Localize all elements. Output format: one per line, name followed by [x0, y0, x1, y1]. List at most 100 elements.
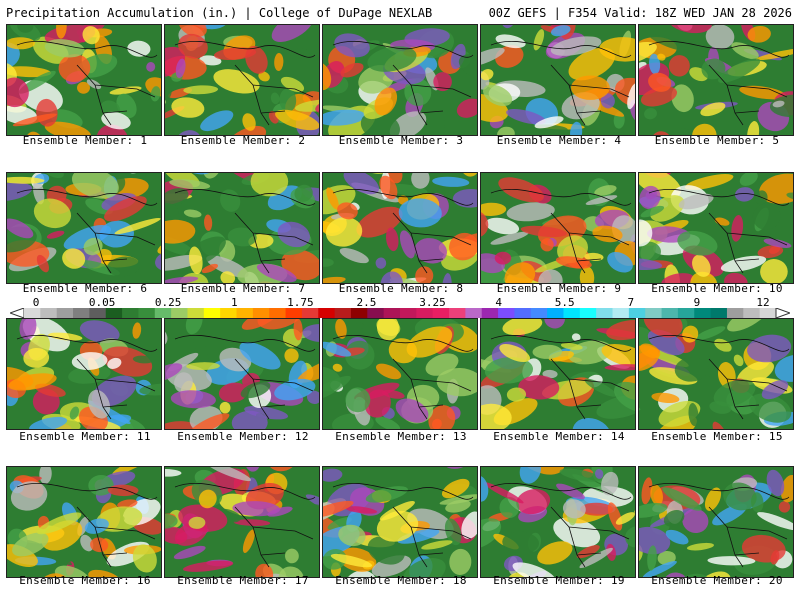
legend-swatch [612, 308, 630, 318]
precip-map [7, 173, 161, 283]
precip-map [481, 467, 635, 577]
legend-swatch [498, 308, 515, 318]
legend-swatch [105, 308, 123, 318]
legend-swatch [236, 308, 254, 318]
coastline-lines [16, 40, 158, 126]
precip-map [639, 467, 793, 577]
legend-swatch [465, 308, 483, 318]
legend-swatch [432, 308, 450, 318]
coastline-lines [332, 482, 474, 568]
map-panel [6, 24, 162, 136]
legend-swatch [710, 308, 728, 318]
coastline-lines [490, 40, 632, 126]
map-panel [322, 466, 478, 578]
map-panel [164, 24, 320, 136]
legend-swatch [449, 308, 466, 318]
coastline-lines [174, 40, 316, 126]
ensemble-member-label: Ensemble Member: 6 [22, 282, 148, 295]
legend-tick-label: 0.25 [154, 296, 182, 309]
map-panel [6, 172, 162, 284]
coastline-lines [174, 482, 316, 568]
ensemble-member-label: Ensemble Member: 16 [19, 574, 151, 587]
coastline-lines [648, 40, 790, 126]
legend-swatch [334, 308, 352, 318]
precip-map [165, 467, 319, 577]
precip-map [639, 25, 793, 135]
precip-map [481, 25, 635, 135]
ensemble-member-label: Ensemble Member: 10 [651, 282, 783, 295]
map-panel [322, 318, 478, 430]
ensemble-member-label: Ensemble Member: 2 [180, 134, 306, 147]
ensemble-member-label: Ensemble Member: 4 [496, 134, 622, 147]
legend-swatch [301, 308, 319, 318]
legend-swatch [661, 308, 679, 318]
legend-swatch [318, 308, 336, 318]
map-panel [164, 318, 320, 430]
precip-map [481, 173, 635, 283]
ensemble-member-label: Ensemble Member: 12 [177, 430, 309, 443]
precip-map [323, 25, 477, 135]
precip-map [165, 173, 319, 283]
ensemble-member-label: Ensemble Member: 14 [493, 430, 625, 443]
precip-map [323, 467, 477, 577]
precip-map [7, 467, 161, 577]
legend-swatch [596, 308, 614, 318]
legend-swatch [187, 308, 205, 318]
legend-tick-label: 9 [693, 296, 701, 309]
legend-tick-label: 1.75 [287, 296, 314, 309]
coastline-lines [332, 334, 474, 420]
ensemble-member-label: Ensemble Member: 3 [338, 134, 464, 147]
legend-swatch [367, 308, 385, 318]
coastline-lines [648, 188, 790, 274]
legend-swatch [677, 308, 695, 318]
map-panel [6, 318, 162, 430]
legend-swatch [579, 308, 597, 318]
legend-swatch [743, 308, 761, 318]
coastline-lines [16, 334, 158, 420]
legend-tick-label: 5.5 [554, 296, 575, 309]
ensemble-member-label: Ensemble Member: 13 [335, 430, 467, 443]
map-panel [638, 172, 794, 284]
legend-swatch [89, 308, 107, 318]
coastline-lines [332, 40, 474, 126]
legend-swatch [350, 308, 368, 318]
legend-swatch [514, 308, 532, 318]
legend-swatch [40, 308, 58, 318]
legend-tick-label: 2.5 [356, 296, 377, 309]
legend-tick-label: 1 [230, 296, 238, 309]
precip-map [481, 319, 635, 429]
ensemble-member-label: Ensemble Member: 9 [496, 282, 622, 295]
legend-swatch [481, 308, 499, 318]
map-panel [480, 24, 636, 136]
coastline-lines [174, 334, 316, 420]
ensemble-member-label: Ensemble Member: 15 [651, 430, 783, 443]
precip-map [323, 173, 477, 283]
ensemble-member-label: Ensemble Member: 8 [338, 282, 464, 295]
coastline-lines [490, 188, 632, 274]
legend-swatch [220, 308, 238, 318]
ensemble-member-label: Ensemble Member: 7 [180, 282, 306, 295]
legend-swatch [416, 308, 434, 318]
ensemble-member-label: Ensemble Member: 19 [493, 574, 625, 587]
map-panel [322, 172, 478, 284]
map-panel [322, 24, 478, 136]
coastline-lines [490, 482, 632, 568]
legend-swatch [24, 308, 41, 318]
legend-tick-label: 12 [756, 296, 770, 309]
legend-swatch [628, 308, 646, 318]
coastline-lines [16, 188, 158, 274]
legend-swatch [252, 308, 270, 318]
map-panel [164, 466, 320, 578]
precip-map [7, 319, 161, 429]
legend-right-arrow [775, 308, 790, 318]
precip-map [639, 319, 793, 429]
precip-map [165, 319, 319, 429]
legend-swatch [645, 308, 663, 318]
ensemble-member-label: Ensemble Member: 18 [335, 574, 467, 587]
legend-swatch [122, 308, 139, 318]
legend-tick-label: 7 [627, 296, 635, 309]
model-run-info: 00Z GEFS | F354 Valid: 18Z WED JAN 28 20… [488, 6, 792, 20]
map-panel [480, 172, 636, 284]
ensemble-member-label: Ensemble Member: 1 [22, 134, 148, 147]
legend-swatch [56, 308, 74, 318]
